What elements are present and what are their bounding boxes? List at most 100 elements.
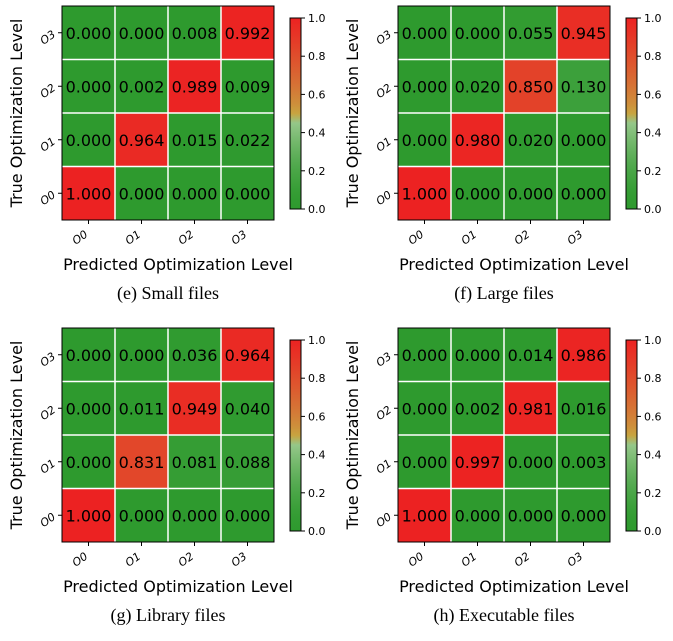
- cell-value-label: 0.000: [561, 184, 607, 203]
- cell-value-label: 0.020: [508, 131, 554, 150]
- cell-value-label: 0.000: [66, 24, 112, 43]
- cell-value-label: 0.000: [225, 506, 271, 525]
- cell-value-label: 0.000: [225, 184, 271, 203]
- cell-value-label: 0.000: [172, 184, 218, 203]
- colorbar-tick-label: 0.0: [308, 203, 326, 216]
- colorbar: [289, 339, 302, 532]
- heatmap-cell: [557, 435, 610, 489]
- cell-value-label: 0.949: [172, 399, 218, 418]
- panel-caption: (h) Executable files: [433, 605, 575, 625]
- cell-value-label: 0.000: [119, 184, 165, 203]
- heatmap-cell: [221, 59, 274, 113]
- cell-value-label: 0.130: [561, 77, 607, 96]
- heatmap-cell: [62, 488, 115, 542]
- panel-large-files: 0.000 0.000 0.055 0.945 0.000 0.020 0.850 0.130…: [336, 0, 672, 319]
- panel-caption: (g) Library files: [110, 605, 226, 625]
- x-tick-label: O1: [123, 550, 143, 570]
- cell-value-label: 0.000: [402, 77, 448, 96]
- cell-value-label: 0.000: [402, 399, 448, 418]
- heatmap-cell: [115, 488, 168, 542]
- heatmap-cell: [398, 488, 451, 542]
- heatmap-cell: [451, 113, 504, 167]
- y-tick-label: O0: [374, 188, 394, 208]
- heatmap-cell: [115, 328, 168, 382]
- panel-executable-files: 0.000 0.000 0.014 0.986 0.000 0.002 0.981 0.016…: [336, 322, 672, 641]
- heatmap-cell: [115, 381, 168, 435]
- y-tick-label: O1: [374, 457, 394, 477]
- cell-value-label: 0.945: [561, 24, 607, 43]
- heatmap-cell: [115, 59, 168, 113]
- heatmap-cell: [398, 59, 451, 113]
- panel-caption: (e) Small files: [117, 283, 219, 303]
- plot-border: [61, 5, 275, 221]
- cell-value-label: 0.088: [225, 453, 271, 472]
- heatmap-cell: [115, 435, 168, 489]
- cell-value-label: 0.000: [402, 346, 448, 365]
- colorbar-tick-label: 0.2: [308, 165, 326, 178]
- colorbar-tick-label: 1.0: [644, 334, 662, 347]
- heatmap-cell: [504, 59, 557, 113]
- y-tick-label: O0: [374, 510, 394, 530]
- heatmap-cell: [168, 6, 221, 60]
- heatmap-cell: [168, 435, 221, 489]
- cell-value-label: 0.000: [508, 506, 554, 525]
- heatmap-cell: [504, 6, 557, 60]
- colorbar-tick-label: 0.4: [644, 127, 662, 140]
- heatmap-cell: [221, 328, 274, 382]
- heatmap-cell: [62, 435, 115, 489]
- heatmap-cell: [504, 328, 557, 382]
- cell-value-label: 0.980: [455, 131, 501, 150]
- colorbar: [625, 339, 638, 532]
- heatmap-cell: [168, 166, 221, 220]
- heatmap-cell: [168, 59, 221, 113]
- heatmap-chart: 0.000 0.000 0.014 0.986 0.000 0.002 0.981 0.016…: [343, 327, 662, 596]
- panel-small-files: 0.000 0.000 0.008 0.992 0.000 0.002 0.989 0.009…: [0, 0, 336, 319]
- heatmap-cell: [451, 59, 504, 113]
- x-tick-label: O1: [459, 550, 479, 570]
- x-tick-label: O2: [512, 228, 532, 248]
- y-tick-label: O3: [374, 350, 394, 370]
- y-axis-label: True Optimization Level: [343, 341, 362, 531]
- plot-border: [397, 327, 611, 543]
- heatmap-cell: [451, 166, 504, 220]
- cell-value-label: 0.000: [508, 184, 554, 203]
- cell-value-label: 0.850: [508, 77, 554, 96]
- colorbar-tick-label: 0.4: [308, 449, 326, 462]
- heatmap-cell: [398, 435, 451, 489]
- heatmap-cell: [504, 488, 557, 542]
- heatmap-cell: [557, 166, 610, 220]
- heatmap-cell: [221, 166, 274, 220]
- x-tick-label: O3: [565, 550, 585, 570]
- y-tick-label: O2: [38, 81, 58, 101]
- x-tick-label: O0: [70, 228, 90, 248]
- heatmap-cell: [398, 113, 451, 167]
- y-tick-label: O3: [38, 28, 58, 48]
- cell-value-label: 0.000: [455, 184, 501, 203]
- cell-value-label: 0.997: [455, 453, 501, 472]
- colorbar-tick-label: 0.4: [308, 127, 326, 140]
- cell-value-label: 0.003: [561, 453, 607, 472]
- panel-caption: (f) Large files: [454, 283, 554, 303]
- y-tick-label: O0: [38, 188, 58, 208]
- heatmap-cell: [62, 166, 115, 220]
- heatmap-cell: [557, 381, 610, 435]
- cell-value-label: 0.000: [66, 453, 112, 472]
- x-tick-label: O3: [565, 228, 585, 248]
- cell-value-label: 0.986: [561, 346, 607, 365]
- cell-value-label: 0.055: [508, 24, 554, 43]
- heatmap-cell: [557, 59, 610, 113]
- colorbar-tick-label: 0.8: [308, 372, 326, 385]
- cell-value-label: 0.989: [172, 77, 218, 96]
- heatmap-cell: [168, 113, 221, 167]
- cell-value-label: 0.011: [119, 399, 165, 418]
- y-tick-label: O2: [374, 81, 394, 101]
- colorbar-tick-label: 0.6: [644, 88, 662, 101]
- cell-value-label: 1.000: [66, 506, 112, 525]
- cell-value-label: 0.964: [119, 131, 165, 150]
- heatmap-cell: [168, 488, 221, 542]
- heatmap-cell: [62, 113, 115, 167]
- colorbar-tick-label: 1.0: [308, 12, 326, 25]
- heatmap-cell: [221, 6, 274, 60]
- x-tick-label: O1: [123, 228, 143, 248]
- colorbar: [625, 17, 638, 210]
